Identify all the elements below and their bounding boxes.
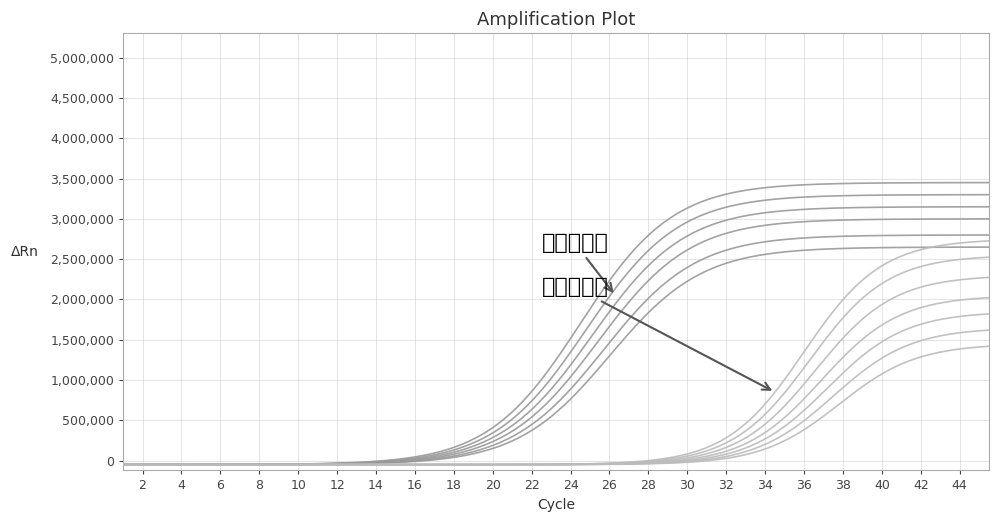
Y-axis label: ΔRn: ΔRn <box>11 245 39 259</box>
Text: 低浓度样本: 低浓度样本 <box>541 277 770 390</box>
X-axis label: Cycle: Cycle <box>537 498 575 512</box>
Text: 高浓度样本: 高浓度样本 <box>541 233 612 291</box>
Title: Amplification Plot: Amplification Plot <box>477 11 635 29</box>
